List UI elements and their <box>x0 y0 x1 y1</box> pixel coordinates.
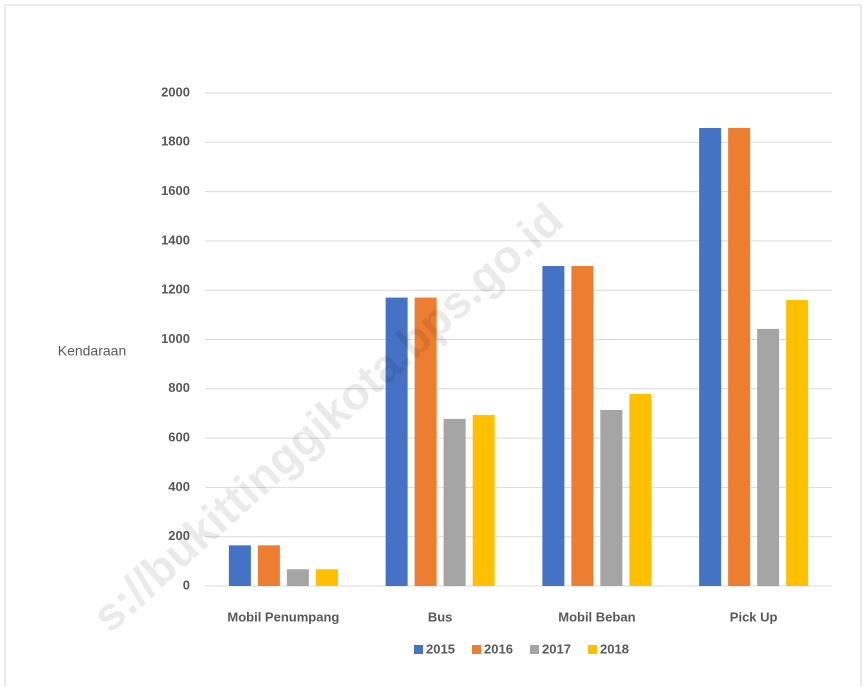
y-tick-label: 1800 <box>161 134 190 149</box>
bar <box>571 266 594 586</box>
bar <box>385 297 408 586</box>
y-tick-label: 1400 <box>161 232 190 247</box>
y-tick-label: 1200 <box>161 282 190 297</box>
bar <box>600 409 623 586</box>
bar <box>228 545 251 586</box>
y-tick-label: 0 <box>183 577 190 592</box>
legend-label: 2015 <box>426 641 455 656</box>
bar <box>414 297 437 586</box>
x-tick-label: Bus <box>428 609 453 624</box>
legend-label: 2016 <box>484 641 513 656</box>
bar <box>286 569 309 586</box>
x-tick-label: Mobil Penumpang <box>227 609 339 624</box>
y-tick-label: 800 <box>168 380 190 395</box>
x-tick-label: Pick Up <box>730 609 778 624</box>
bar <box>699 128 722 587</box>
bar <box>728 128 751 587</box>
y-tick-label: 2000 <box>161 84 190 99</box>
legend-label: 2017 <box>542 641 571 656</box>
legend-swatch <box>588 645 597 654</box>
bar <box>315 569 338 586</box>
y-axis-label: Kendaraan <box>58 343 127 359</box>
bar <box>757 328 780 586</box>
y-tick-label: 1000 <box>161 331 190 346</box>
legend-swatch <box>414 645 423 654</box>
bar <box>786 300 809 586</box>
y-tick-label: 400 <box>168 479 190 494</box>
legend-swatch <box>530 645 539 654</box>
y-tick-label: 1600 <box>161 183 190 198</box>
bar <box>542 266 565 586</box>
legend-swatch <box>472 645 481 654</box>
bar <box>472 414 495 586</box>
y-tick-label: 200 <box>168 528 190 543</box>
legend-label: 2018 <box>600 641 629 656</box>
bar <box>629 393 652 586</box>
bar <box>443 418 466 586</box>
y-tick-label: 600 <box>168 430 190 445</box>
x-tick-label: Mobil Beban <box>558 609 635 624</box>
bar <box>257 545 280 586</box>
